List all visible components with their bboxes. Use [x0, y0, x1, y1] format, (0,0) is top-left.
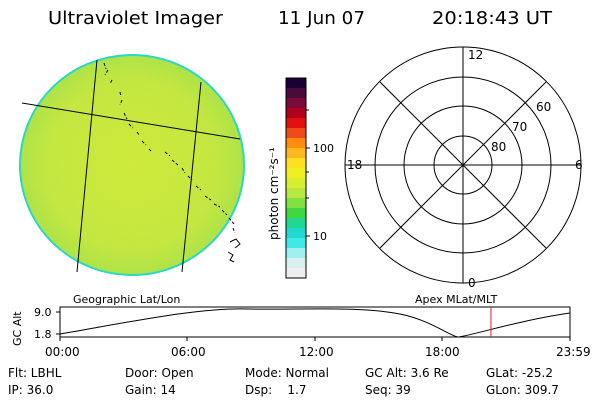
info-mode: Mode: Normal [245, 366, 329, 380]
coastline [103, 62, 236, 234]
time-tick-1200: 12:00 [299, 345, 334, 359]
time-tick-1800: 18:00 [425, 345, 460, 359]
info-door: Door: Open [125, 366, 194, 380]
mlat-label-80: 80 [491, 140, 506, 154]
time-tick-2359: 23:59 [556, 345, 591, 359]
colorbar-tick-10: 10 [313, 230, 327, 243]
info-glat: GLat: -25.2 [486, 366, 553, 380]
time-label: 20:18:43 UT [432, 8, 553, 29]
altitude-ylabel: GC Alt [11, 311, 24, 346]
mlt-label-6: 6 [575, 158, 583, 172]
earth-image [19, 54, 245, 276]
apex-label: Apex MLat/MLT [415, 293, 498, 306]
date-label: 11 Jun 07 [278, 8, 365, 29]
info-glon: GLon: 309.7 [486, 383, 559, 397]
geographic-label: Geographic Lat/Lon [73, 293, 180, 306]
altitude-y-top: 9.0 [34, 306, 52, 319]
info-filter: Flt: LBHL [8, 366, 62, 380]
mlt-label-18: 18 [347, 158, 362, 172]
time-tick-0600: 06:00 [171, 345, 206, 359]
info-ip: IP: 36.0 [8, 383, 53, 397]
colorbar-tick-100: 100 [313, 142, 334, 155]
colorbar [285, 77, 310, 279]
altitude-y-bottom: 1.8 [34, 328, 52, 341]
info-gc-alt: GC Alt: 3.6 Re [365, 366, 449, 380]
info-gain: Gain: 14 [125, 383, 176, 397]
altitude-curve [59, 308, 571, 338]
lat-line [21, 102, 241, 140]
info-seq: Seq: 39 [365, 383, 411, 397]
instrument-title: Ultraviolet Imager [48, 8, 224, 29]
mlt-label-0: 0 [468, 276, 476, 290]
mlt-label-12: 12 [468, 48, 483, 62]
colorbar-unit-label: photon cm⁻²s⁻¹ [267, 147, 281, 240]
time-tick-0000: 00:00 [45, 345, 80, 359]
lon-line-2 [181, 81, 202, 273]
mlat-label-70: 70 [512, 120, 527, 134]
mlat-label-60: 60 [536, 100, 551, 114]
info-dsp: Dsp: 1.7 [245, 383, 307, 397]
coastline-2 [227, 238, 241, 263]
polar-plot [344, 46, 582, 284]
altitude-plot [56, 306, 571, 341]
lon-line-1 [76, 59, 98, 273]
